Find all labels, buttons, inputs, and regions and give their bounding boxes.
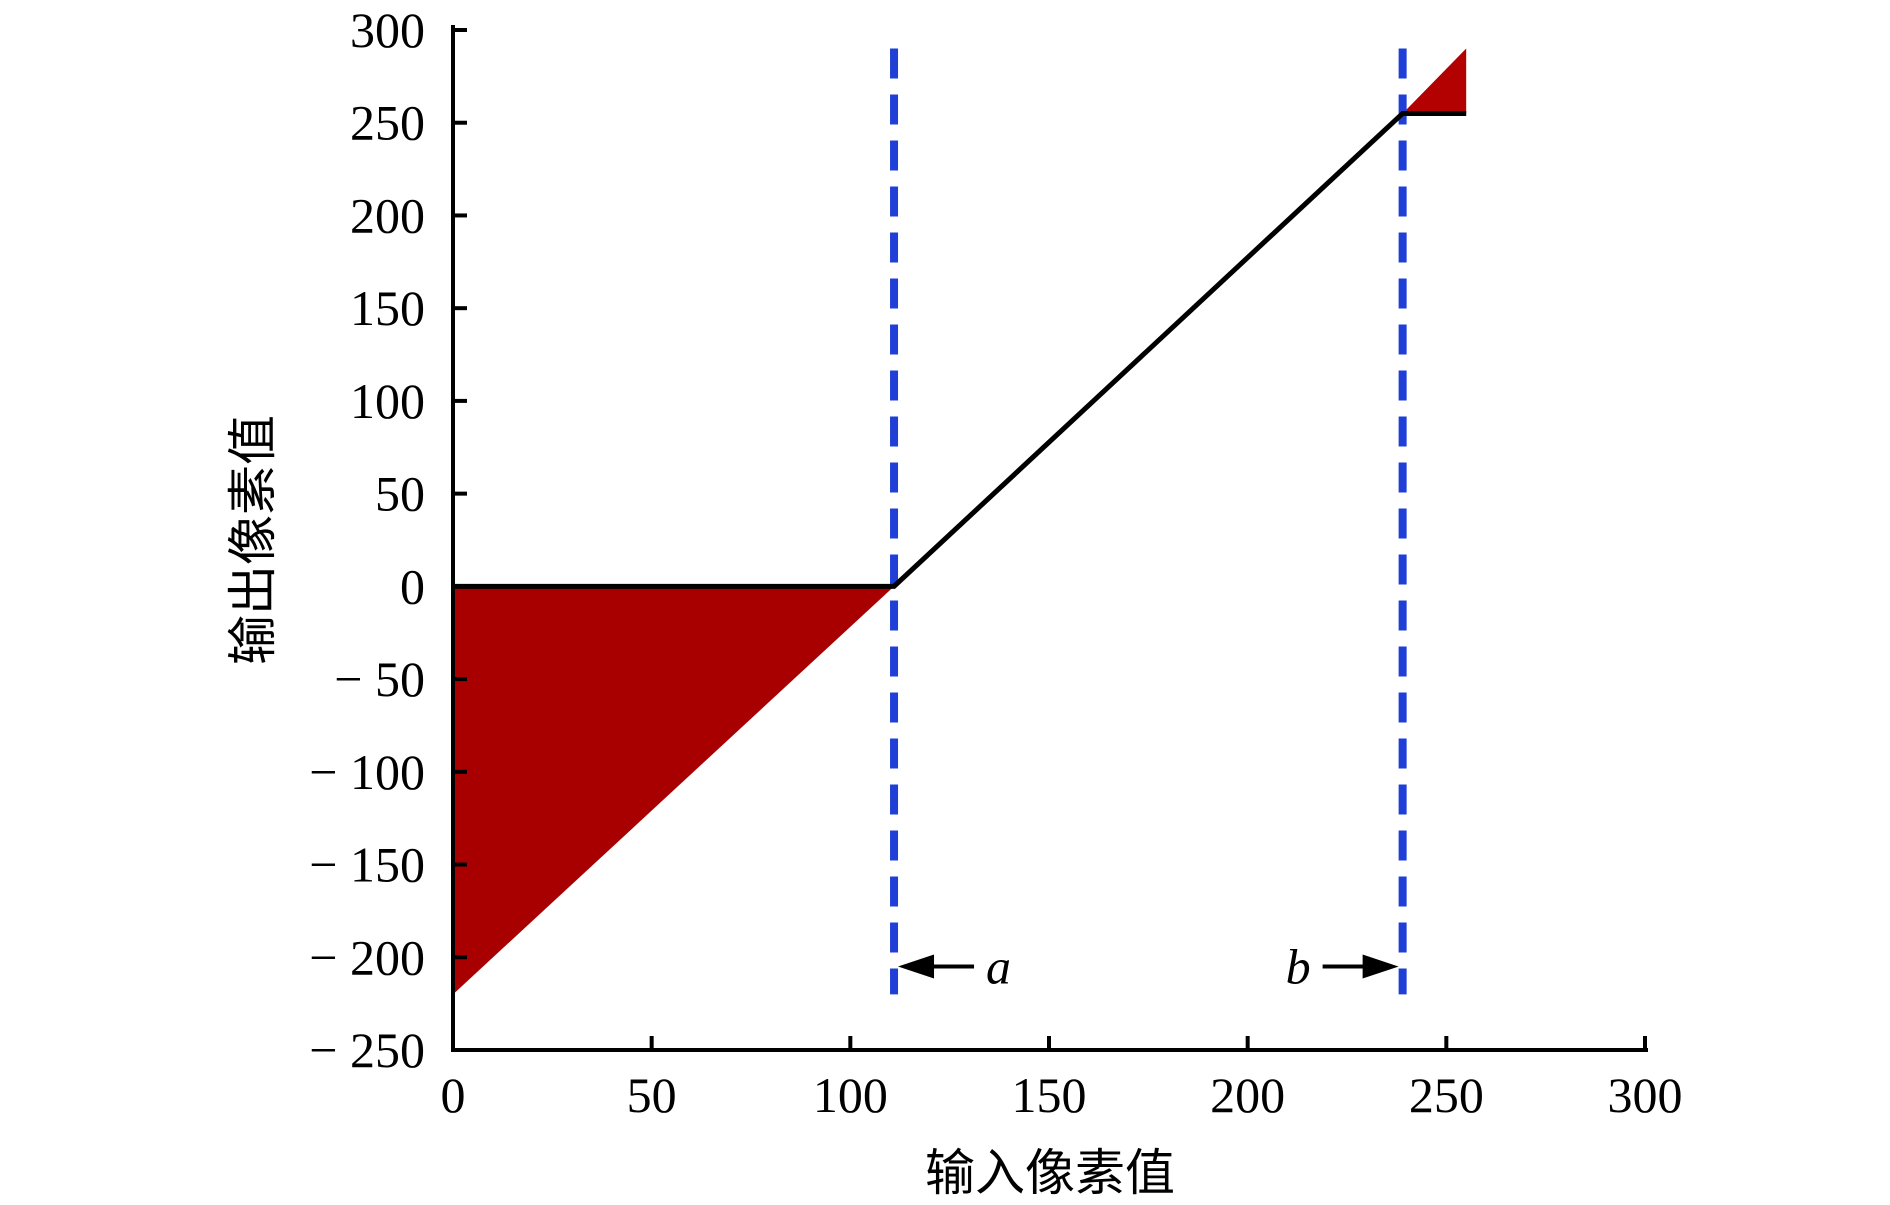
y-tick-label-200: 200 [350, 187, 425, 243]
y-tick-label--100: − 100 [309, 744, 425, 800]
y-axis-label: 输出像素值 [224, 415, 282, 665]
x-tick-label-0: 0 [441, 1067, 466, 1123]
y-tick-label-100: 100 [350, 373, 425, 429]
shaded-region-2 [1402, 48, 1467, 114]
x-tick-label-150: 150 [1012, 1067, 1087, 1123]
series-lines [453, 110, 1467, 589]
y-tick-label-0: 0 [400, 558, 425, 614]
y-ticks: 300 250 200 150 100 50 0 − 50 − 100 − 150 − 200 − 2… [309, 2, 467, 1078]
series-line-1 [453, 110, 1467, 589]
y-tick-label--200: − 200 [309, 929, 425, 985]
threshold-label-b: b [1286, 939, 1311, 995]
x-tick-label-250: 250 [1409, 1067, 1484, 1123]
axes [451, 25, 1648, 1052]
y-tick-label--250: − 250 [309, 1022, 425, 1078]
arrow-head-b [1362, 954, 1399, 979]
y-tick-label--150: − 150 [309, 837, 425, 893]
threshold-label-a: a [986, 939, 1011, 995]
x-tick-label-200: 200 [1210, 1067, 1285, 1123]
x-ticks: 0 50 100 150 200 250 300 [441, 1036, 1683, 1123]
x-tick-label-100: 100 [813, 1067, 888, 1123]
y-tick-label-50: 50 [375, 466, 425, 522]
x-tick-label-300: 300 [1608, 1067, 1683, 1123]
y-tick-label--50: − 50 [334, 651, 425, 707]
arrow-head-a [898, 954, 935, 979]
y-tick-label-250: 250 [350, 95, 425, 151]
y-tick-label-150: 150 [350, 280, 425, 336]
x-tick-label-50: 50 [627, 1067, 677, 1123]
y-tick-label-300: 300 [350, 2, 425, 58]
shaded-region-1 [453, 586, 895, 995]
x-axis-label: 输入像素值 [925, 1144, 1175, 1202]
shaded-regions [453, 48, 1467, 995]
